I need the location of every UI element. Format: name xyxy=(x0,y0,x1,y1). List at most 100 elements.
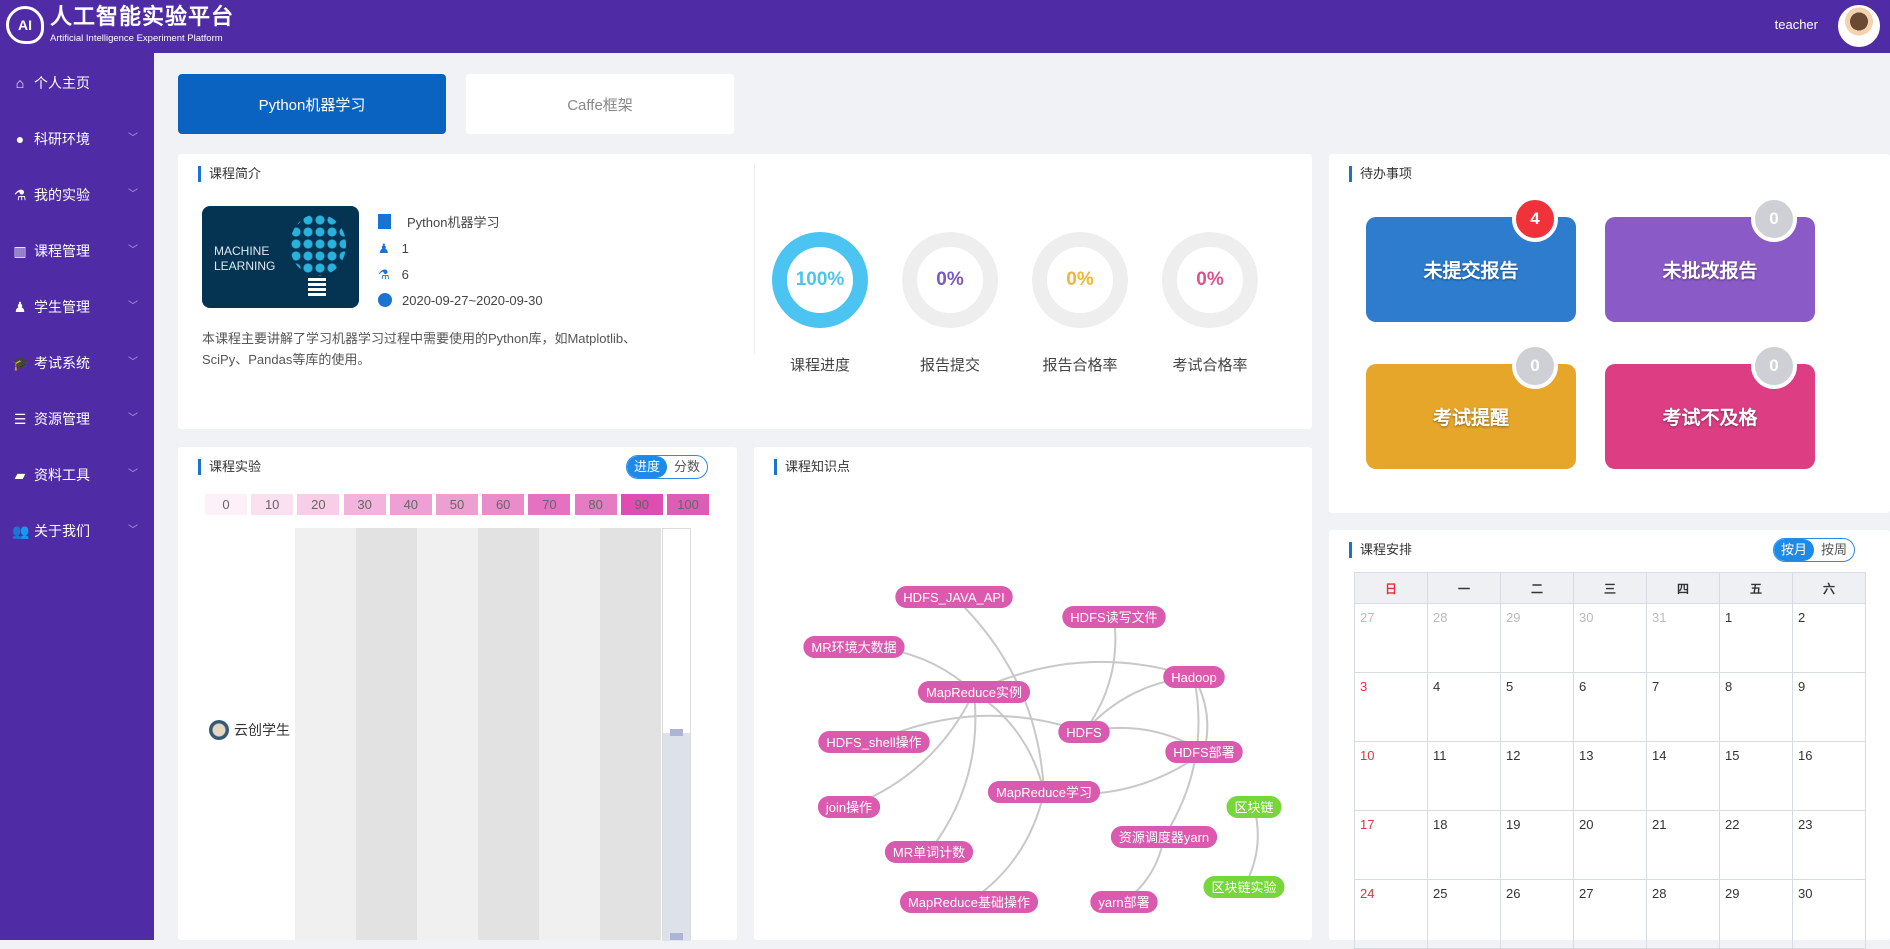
calendar-day[interactable]: 14 xyxy=(1646,741,1720,811)
schedule-title: 课程安排 xyxy=(1349,542,1412,558)
toggle-score[interactable]: 分数 xyxy=(674,459,701,474)
legend-item[interactable]: 100 xyxy=(667,494,709,515)
legend-item[interactable]: 10 xyxy=(251,494,294,515)
calendar-day[interactable]: 13 xyxy=(1573,741,1647,811)
calendar-day[interactable]: 9 xyxy=(1792,672,1866,742)
graph-node-shape xyxy=(1058,721,1110,743)
calendar-day[interactable]: 28 xyxy=(1646,879,1720,949)
todo-label: 考试提醒 xyxy=(1432,408,1509,429)
graph-node[interactable]: join操作 xyxy=(817,796,881,818)
calendar-day[interactable]: 15 xyxy=(1719,741,1793,811)
calendar-day[interactable]: 29 xyxy=(1500,603,1574,673)
sidebar-item-0[interactable]: ⌂ 个人主页 xyxy=(0,63,154,103)
calendar-day[interactable]: 27 xyxy=(1573,879,1647,949)
calendar-day[interactable]: 26 xyxy=(1500,879,1574,949)
legend-item[interactable]: 20 xyxy=(297,494,340,515)
slider-handle[interactable] xyxy=(670,729,683,736)
toggle-week[interactable]: 按周 xyxy=(1821,542,1848,557)
legend-item[interactable]: 80 xyxy=(574,494,617,515)
calendar-day[interactable]: 18 xyxy=(1427,810,1501,880)
calendar-day[interactable]: 6 xyxy=(1573,672,1647,742)
graph-node[interactable]: MapReduce学习 xyxy=(987,781,1101,803)
calendar-day[interactable]: 24 xyxy=(1354,879,1428,949)
toggle-month[interactable]: 按月 xyxy=(1774,539,1815,561)
graph-node[interactable]: HDFS_shell操作 xyxy=(818,731,930,753)
toggle-progress[interactable]: 进度 xyxy=(627,456,668,478)
sidebar-item-5[interactable]: 🎓 考试系统 ﹀ xyxy=(0,343,154,383)
graph-node[interactable]: Hadoop xyxy=(1163,666,1225,688)
calendar-day[interactable]: 2 xyxy=(1792,603,1866,673)
calendar-day[interactable]: 20 xyxy=(1573,810,1647,880)
calendar-day[interactable]: 29 xyxy=(1719,879,1793,949)
graph-node[interactable]: 资源调度器yarn xyxy=(1110,826,1218,848)
course-image: MACHINE LEARNING xyxy=(202,206,359,308)
stat-value: 0% xyxy=(936,269,964,290)
username[interactable]: teacher xyxy=(1774,17,1818,32)
graph-node[interactable]: MapReduce基础操作 xyxy=(899,891,1039,913)
planet-icon: ● xyxy=(15,131,25,147)
todo-count-badge: 4 xyxy=(1512,196,1558,242)
slider-range[interactable] xyxy=(663,733,690,941)
schedule-toggle[interactable]: 按月 按周 xyxy=(1773,538,1856,562)
calendar-day[interactable]: 10 xyxy=(1354,741,1428,811)
calendar-day[interactable]: 3 xyxy=(1354,672,1428,742)
sidebar-item-1[interactable]: ● 科研环境 ﹀ xyxy=(0,119,154,159)
sidebar-item-2[interactable]: ⚗ 我的实验 ﹀ xyxy=(0,175,154,215)
sidebar-item-3[interactable]: ▥ 课程管理 ﹀ xyxy=(0,231,154,271)
graph-node[interactable]: HDFS部署 xyxy=(1165,741,1243,763)
calendar-day[interactable]: 28 xyxy=(1427,603,1501,673)
experiments-toggle[interactable]: 进度 分数 xyxy=(626,455,709,479)
tab-caffe[interactable]: Caffe框架 xyxy=(466,74,734,134)
calendar-day[interactable]: 4 xyxy=(1427,672,1501,742)
legend-item[interactable]: 40 xyxy=(389,494,432,515)
legend-item[interactable]: 50 xyxy=(436,494,478,515)
graph-node[interactable]: MR环境大数据 xyxy=(803,636,905,658)
graph-link xyxy=(1243,806,1259,888)
legend-item[interactable]: 30 xyxy=(343,494,386,515)
calendar-day[interactable]: 7 xyxy=(1646,672,1720,742)
sidebar-item-label: 考试系统 xyxy=(34,355,90,371)
calendar-day[interactable]: 27 xyxy=(1354,603,1428,673)
tab-python[interactable]: Python机器学习 xyxy=(178,74,446,134)
legend-item[interactable]: 90 xyxy=(620,494,663,515)
graph-node[interactable]: 区块链实验 xyxy=(1203,876,1285,898)
graph-node[interactable]: HDFS xyxy=(1058,721,1110,743)
calendar-day[interactable]: 30 xyxy=(1792,879,1866,949)
calendar-day[interactable]: 25 xyxy=(1427,879,1501,949)
calendar-day[interactable]: 19 xyxy=(1500,810,1574,880)
slider-handle[interactable] xyxy=(670,933,683,940)
experiment-count: 6 xyxy=(401,267,409,282)
calendar-day[interactable]: 1 xyxy=(1719,603,1793,673)
sidebar-item-6[interactable]: ☰ 资源管理 ﹀ xyxy=(0,399,154,439)
graph-node[interactable]: MapReduce实例 xyxy=(917,681,1031,703)
sidebar-item-label: 我的实验 xyxy=(34,187,90,203)
graph-node[interactable]: 区块链 xyxy=(1226,796,1282,818)
calendar-day[interactable]: 17 xyxy=(1354,810,1428,880)
legend-item[interactable]: 0 xyxy=(205,494,247,515)
sidebar-item-8[interactable]: 👥 关于我们 ﹀ xyxy=(0,511,154,551)
flask-icon: ⚗ xyxy=(13,186,27,203)
legend-item[interactable]: 60 xyxy=(482,494,525,515)
calendar-day[interactable]: 12 xyxy=(1500,741,1574,811)
sidebar-item-7[interactable]: ▰ 资料工具 ﹀ xyxy=(0,455,154,495)
calendar-day[interactable]: 11 xyxy=(1427,741,1501,811)
calendar-day[interactable]: 16 xyxy=(1792,741,1866,811)
calendar-day[interactable]: 21 xyxy=(1646,810,1720,880)
scroll-slider[interactable] xyxy=(662,528,691,941)
calendar-day[interactable]: 30 xyxy=(1573,603,1647,673)
calendar-day[interactable]: 5 xyxy=(1500,672,1574,742)
calendar-day[interactable]: 8 xyxy=(1719,672,1793,742)
graph-node[interactable]: yarn部署 xyxy=(1090,891,1158,913)
graph-node-shape xyxy=(803,636,905,658)
user-avatar[interactable] xyxy=(1838,5,1880,47)
graph-node[interactable]: HDFS_JAVA_API xyxy=(895,586,1013,608)
sidebar-item-4[interactable]: ♟ 学生管理 ﹀ xyxy=(0,287,154,327)
calendar-day[interactable]: 23 xyxy=(1792,810,1866,880)
heatmap-cell xyxy=(539,528,600,940)
graph-node[interactable]: MR单词计数 xyxy=(884,841,974,863)
legend-item[interactable]: 70 xyxy=(528,494,571,515)
graph-node[interactable]: HDFS读写文件 xyxy=(1062,606,1166,628)
calendar-day[interactable]: 22 xyxy=(1719,810,1793,880)
graph-node-shape xyxy=(884,841,974,863)
calendar-day[interactable]: 31 xyxy=(1646,603,1720,673)
